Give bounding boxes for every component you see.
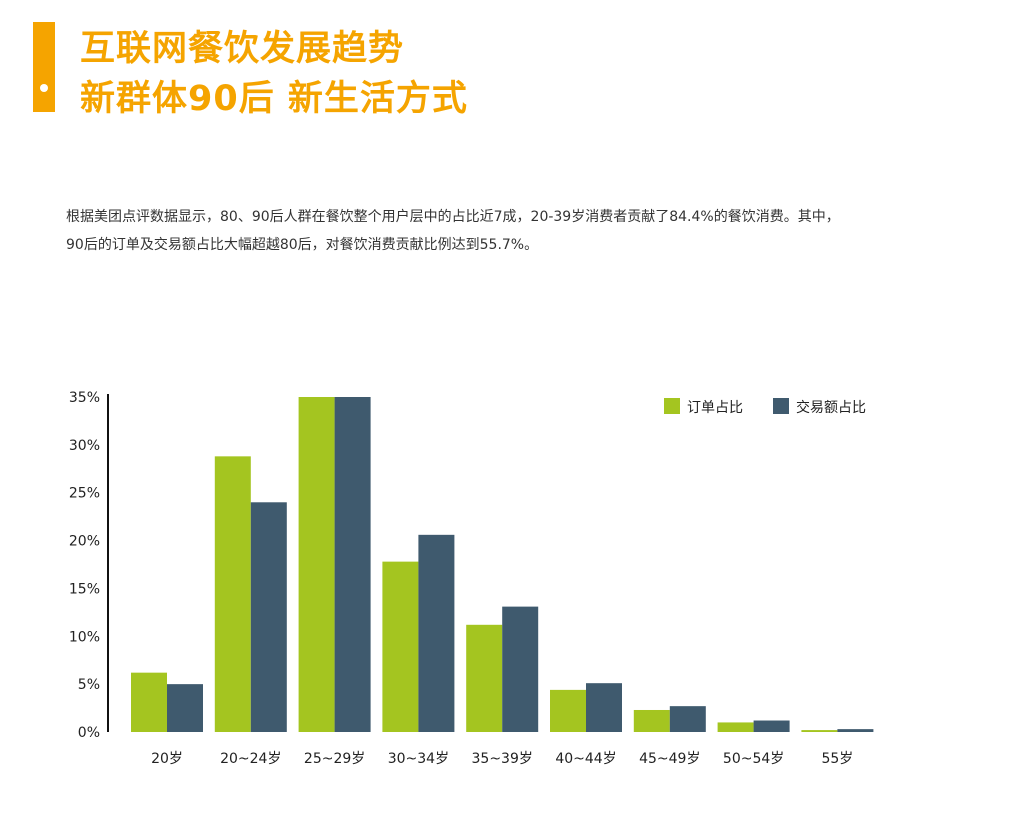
bar-orders (298, 397, 335, 732)
legend-label: 订单占比 (687, 400, 743, 416)
bar-chart: 0% 5% 10% 15% 20% 25% 30% 35% 20岁 20~24岁 25~29岁 30… (69, 390, 874, 767)
description-line1: 根据美团点评数据显示，80、90后人群在餐饮整个用户层中的占比近7成，20-39… (66, 209, 840, 225)
legend-swatch (773, 398, 789, 414)
bar-transactions (167, 684, 203, 732)
x-axis-labels: 20岁 20~24岁 25~29岁 30~34岁 35~39岁 40~44岁 45~49岁 5… (151, 751, 853, 767)
page-title-line1: 互联网餐饮发展趋势 (80, 29, 405, 69)
description-line2: 90后的订单及交易额占比大幅超越80后，对餐饮消费贡献比例达到55.7%。 (66, 237, 539, 253)
bar-transactions (586, 683, 622, 732)
x-tick-label: 45~49岁 (639, 751, 700, 767)
bar-group (131, 397, 874, 732)
x-tick-label: 55岁 (821, 751, 853, 767)
bar-orders (131, 672, 167, 732)
y-axis-ticks: 0% 5% 10% 15% 20% 25% 30% 35% (69, 390, 100, 741)
bar-transactions (418, 534, 455, 732)
y-tick-label: 20% (69, 534, 100, 550)
x-tick-label: 25~29岁 (304, 751, 365, 767)
bar-transactions (334, 397, 371, 732)
y-tick-label: 0% (78, 725, 100, 741)
y-tick-label: 30% (69, 438, 100, 454)
bar-orders (717, 722, 754, 732)
x-tick-label: 40~44岁 (555, 751, 616, 767)
y-tick-label: 25% (69, 486, 100, 502)
legend: 订单占比 交易额占比 (664, 398, 866, 416)
x-tick-label: 20~24岁 (220, 751, 281, 767)
bar-transactions (837, 729, 874, 732)
y-tick-label: 5% (78, 677, 100, 693)
bar-transactions (250, 502, 287, 732)
page-title-line2: 新群体90后 新生活方式 (80, 79, 468, 119)
bar-orders (382, 561, 419, 732)
bar-transactions (753, 720, 790, 732)
legend-label: 交易额占比 (796, 399, 866, 416)
bar-orders (550, 689, 586, 732)
x-tick-label: 30~34岁 (388, 751, 449, 767)
y-tick-label: 15% (69, 581, 100, 597)
legend-swatch (664, 398, 680, 414)
bar-orders (214, 456, 251, 732)
bar-orders (633, 709, 670, 732)
bar-orders (801, 730, 838, 732)
title-accent-ring-icon (34, 78, 54, 98)
bar-orders (466, 624, 503, 732)
bar-transactions (502, 606, 539, 732)
y-tick-label: 35% (69, 390, 100, 406)
y-tick-label: 10% (69, 629, 100, 645)
x-tick-label: 35~39岁 (472, 751, 533, 767)
title-accent-bar (33, 22, 55, 112)
x-tick-label: 50~54岁 (723, 751, 784, 767)
bar-transactions (669, 706, 706, 732)
x-tick-label: 20岁 (151, 751, 183, 767)
